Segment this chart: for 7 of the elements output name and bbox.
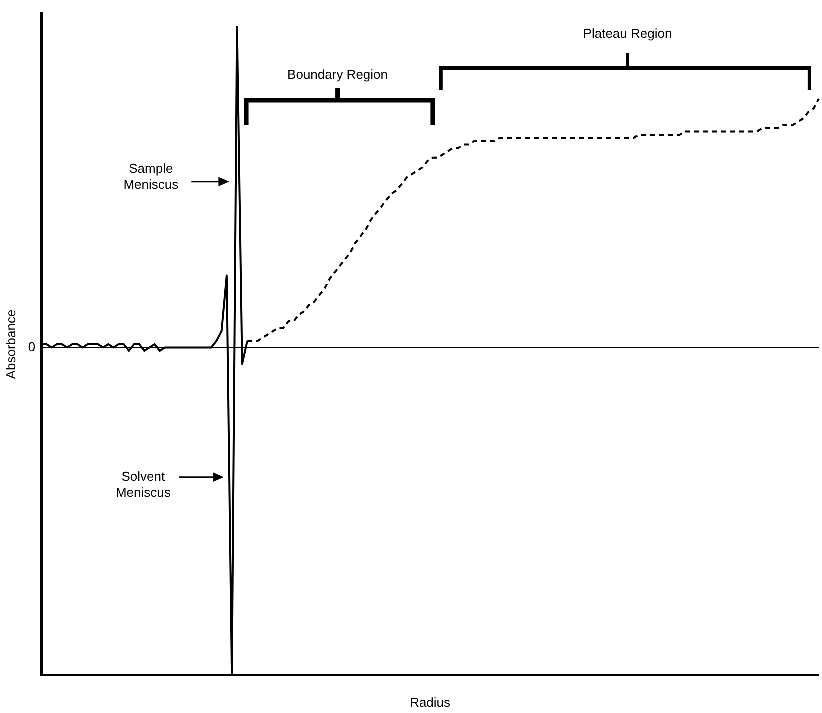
y-axis-title: Absorbance [3, 310, 18, 380]
annotation: Boundary Region [286, 67, 390, 84]
annotation: Sample Meniscus [122, 160, 180, 193]
annotation: Plateau Region [582, 26, 674, 42]
annotation: Solvent Meniscus [114, 468, 172, 501]
x-axis-title: Radius [410, 694, 452, 710]
ref-line-label: 0 [28, 339, 36, 354]
